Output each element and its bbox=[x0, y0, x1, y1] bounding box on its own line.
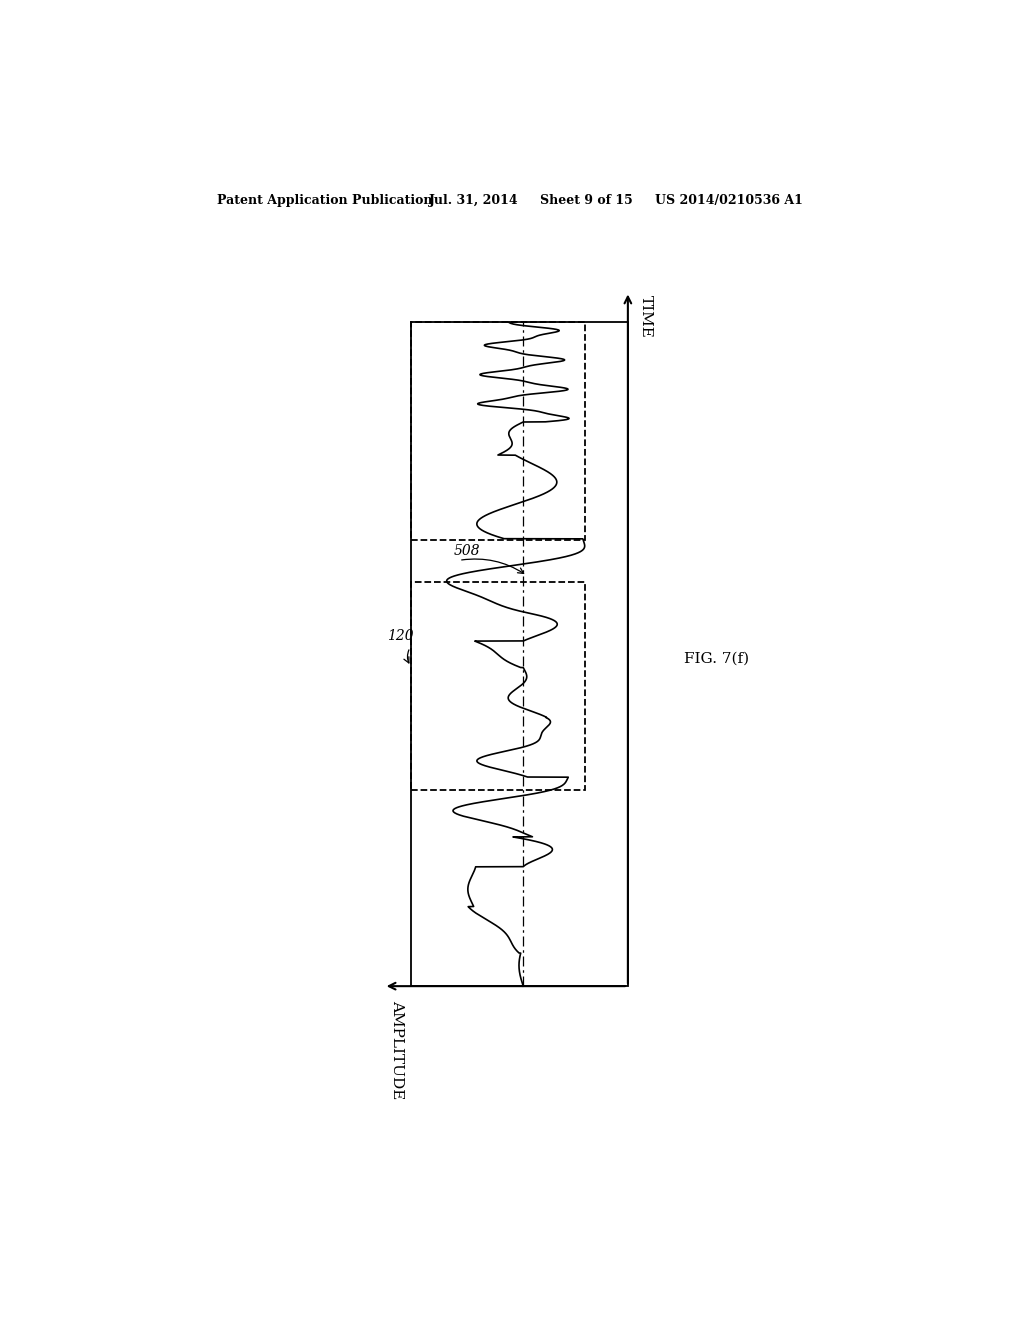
Text: Patent Application Publication: Patent Application Publication bbox=[217, 194, 432, 207]
Text: 120: 120 bbox=[387, 630, 414, 644]
Text: 508: 508 bbox=[454, 544, 480, 558]
Bar bbox=[411, 322, 628, 986]
Text: Jul. 31, 2014: Jul. 31, 2014 bbox=[429, 194, 518, 207]
Text: FIG. 7(f): FIG. 7(f) bbox=[684, 652, 750, 665]
Text: Sheet 9 of 15: Sheet 9 of 15 bbox=[541, 194, 633, 207]
Text: AMPLITUDE: AMPLITUDE bbox=[390, 1001, 403, 1100]
Bar bbox=[411, 322, 586, 540]
Text: US 2014/0210536 A1: US 2014/0210536 A1 bbox=[655, 194, 803, 207]
Bar bbox=[411, 582, 586, 789]
Text: TIME: TIME bbox=[639, 296, 652, 338]
